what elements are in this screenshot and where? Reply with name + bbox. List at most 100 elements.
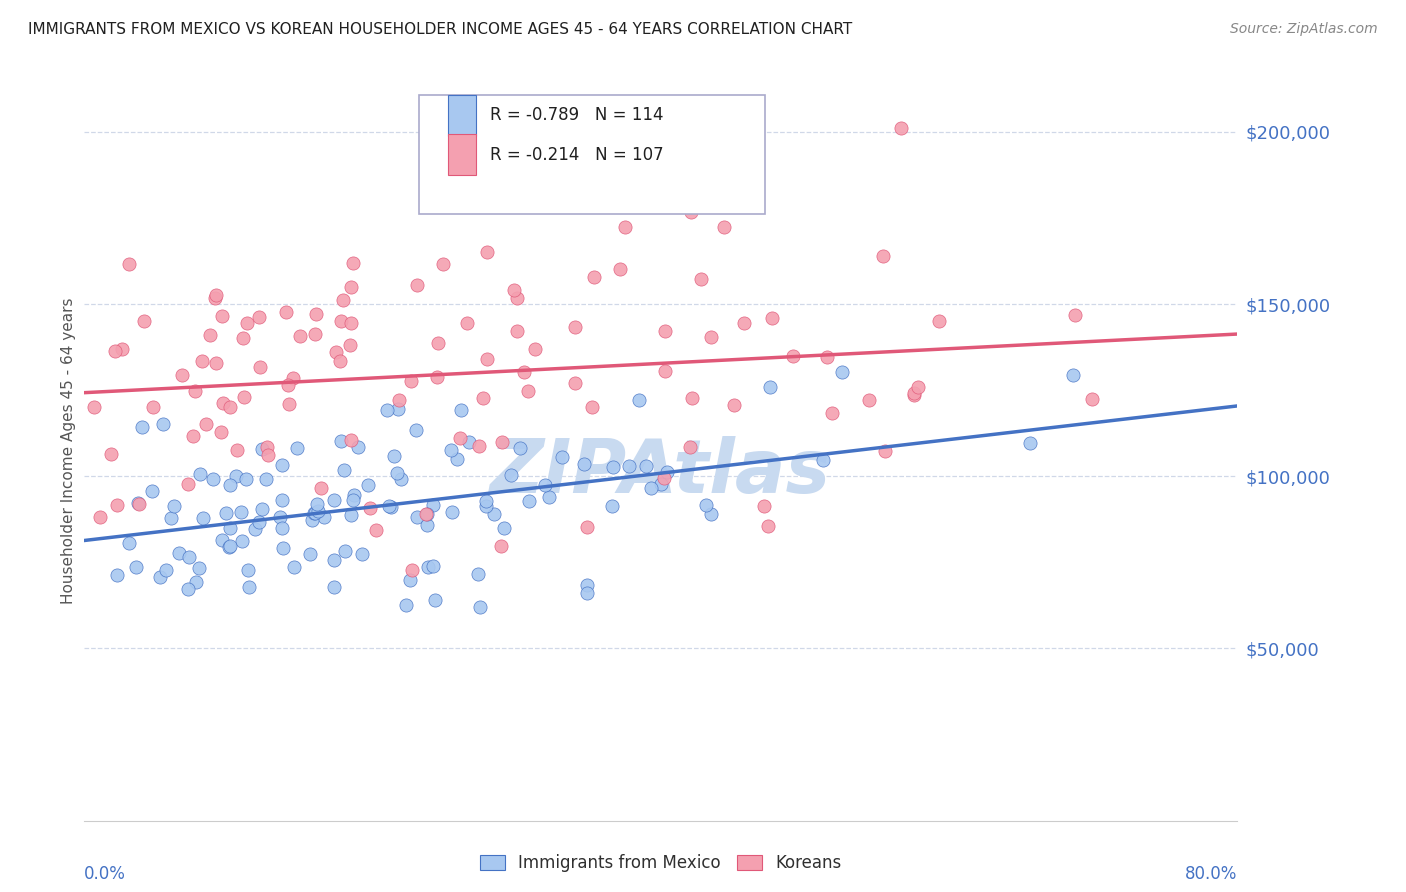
Point — [733, 316, 755, 330]
Point — [256, 440, 278, 454]
Point — [277, 397, 299, 411]
Point — [235, 472, 257, 486]
Point — [187, 561, 209, 575]
Point — [700, 507, 723, 521]
Point — [576, 578, 599, 592]
Point — [285, 441, 308, 455]
Point — [503, 283, 526, 297]
Point — [163, 500, 186, 514]
Point — [406, 278, 429, 293]
Point — [426, 370, 449, 384]
Point — [418, 560, 440, 574]
Point — [576, 586, 599, 600]
Point — [551, 450, 574, 465]
Point — [357, 478, 380, 492]
Point — [575, 519, 598, 533]
Point — [302, 506, 325, 520]
Point — [401, 563, 423, 577]
Point — [218, 540, 240, 554]
Point — [170, 368, 193, 382]
Point — [231, 505, 253, 519]
Point — [359, 500, 381, 515]
Point — [467, 566, 489, 581]
Point — [333, 463, 356, 477]
Point — [534, 477, 557, 491]
Point — [761, 311, 783, 326]
Point — [195, 417, 218, 431]
Point — [517, 384, 540, 398]
Point — [475, 352, 498, 367]
Point — [105, 568, 128, 582]
Point — [446, 451, 468, 466]
Point — [489, 539, 512, 553]
Point — [1018, 435, 1040, 450]
Point — [191, 511, 214, 525]
Point — [811, 453, 834, 467]
Point — [449, 431, 471, 445]
Point — [654, 324, 676, 338]
Point — [83, 400, 105, 414]
Point — [513, 365, 536, 379]
Point — [602, 499, 624, 513]
Point — [236, 316, 259, 330]
Point — [155, 563, 177, 577]
Point — [872, 249, 894, 263]
Point — [682, 391, 704, 405]
Point — [304, 327, 326, 342]
Point — [232, 331, 254, 345]
Point — [325, 345, 347, 359]
Point — [432, 256, 454, 270]
Point — [118, 257, 141, 271]
Point — [890, 121, 912, 136]
Point — [184, 384, 207, 398]
Point — [342, 493, 364, 508]
Point — [329, 434, 352, 448]
Point — [347, 440, 370, 454]
Point — [815, 350, 838, 364]
Point — [617, 458, 640, 473]
Point — [581, 400, 603, 414]
Point — [111, 342, 134, 356]
Point — [506, 291, 529, 305]
Point — [492, 520, 515, 534]
Point — [470, 600, 492, 615]
Point — [339, 338, 361, 352]
Point — [309, 481, 332, 495]
Point — [305, 497, 328, 511]
Point — [340, 508, 363, 522]
Point — [211, 533, 233, 547]
Bar — [447, 135, 477, 175]
Point — [389, 473, 412, 487]
Point — [523, 342, 546, 356]
Point — [271, 493, 294, 508]
Point — [387, 467, 409, 481]
Point — [283, 559, 305, 574]
Point — [215, 506, 238, 520]
Point — [329, 354, 352, 368]
Point — [167, 546, 190, 560]
Point — [366, 523, 388, 537]
Point — [759, 380, 782, 394]
Point — [231, 533, 253, 548]
Point — [202, 472, 225, 486]
Point — [323, 580, 346, 594]
Text: 0.0%: 0.0% — [84, 865, 127, 883]
Point — [758, 519, 780, 533]
Point — [250, 501, 273, 516]
Point — [423, 593, 446, 607]
Point — [322, 553, 344, 567]
Point — [290, 329, 312, 343]
Point — [627, 393, 650, 408]
Point — [131, 420, 153, 434]
Point — [274, 305, 297, 319]
Point — [188, 467, 211, 481]
Text: 80.0%: 80.0% — [1185, 865, 1237, 883]
Point — [304, 507, 326, 521]
Y-axis label: Householder Income Ages 45 - 64 years: Householder Income Ages 45 - 64 years — [60, 297, 76, 604]
Point — [472, 391, 495, 405]
Point — [475, 499, 498, 513]
Text: IMMIGRANTS FROM MEXICO VS KOREAN HOUSEHOLDER INCOME AGES 45 - 64 YEARS CORRELATI: IMMIGRANTS FROM MEXICO VS KOREAN HOUSEHO… — [28, 22, 852, 37]
Point — [254, 472, 277, 486]
Point — [118, 535, 141, 549]
Point — [218, 540, 240, 554]
